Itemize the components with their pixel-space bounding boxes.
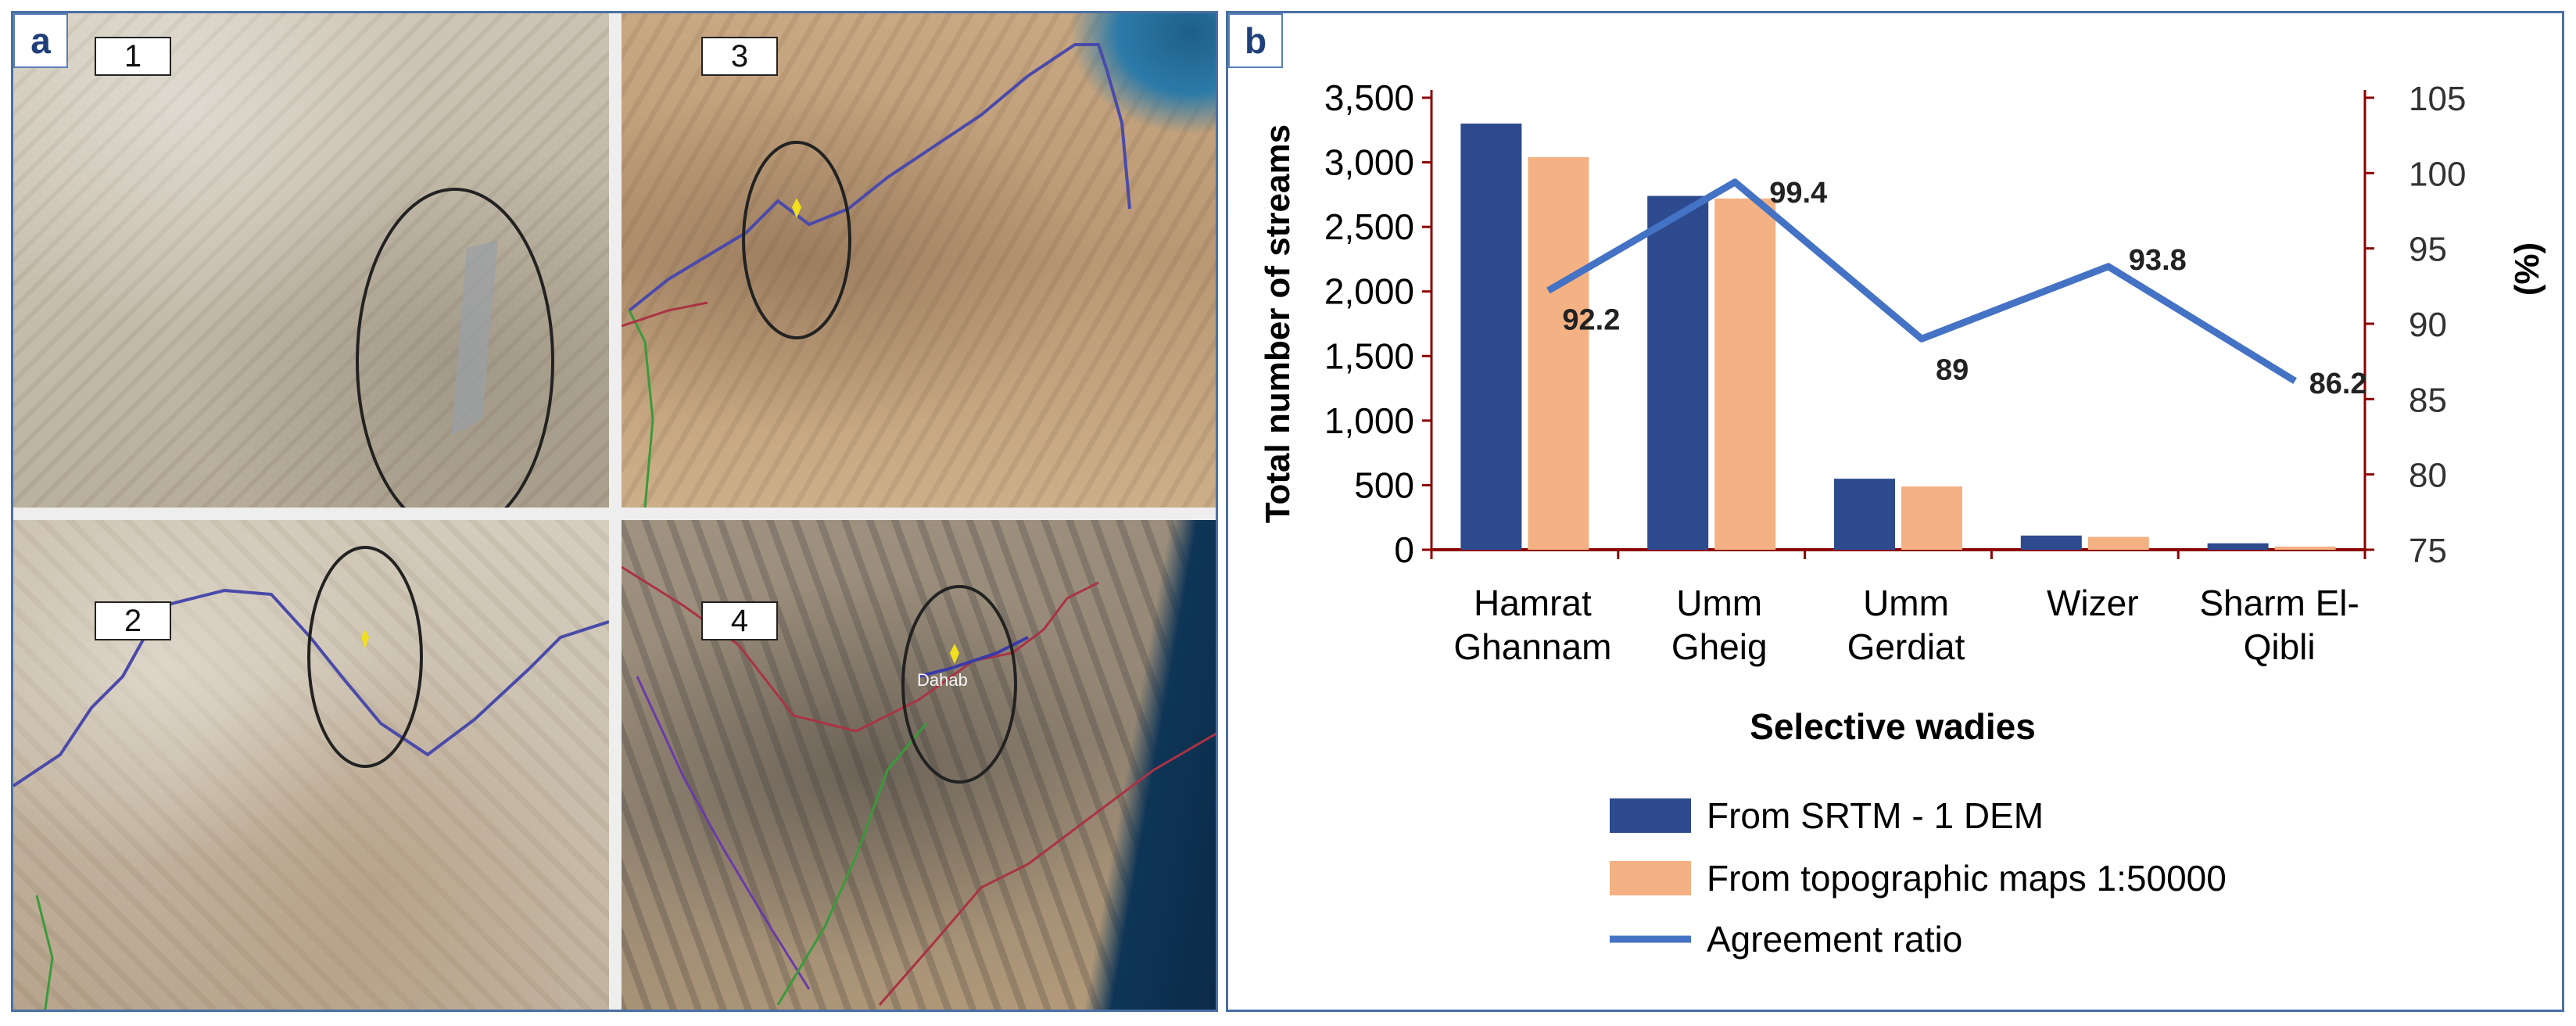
tile-4-number: 4 — [701, 601, 778, 640]
stream-line — [628, 43, 1131, 312]
bar-topo — [1528, 156, 1589, 551]
runway-feature — [451, 240, 498, 436]
y2-tick-label: 100 — [2409, 155, 2466, 193]
panel-a-label: a — [13, 13, 68, 68]
satellite-tile-1 — [13, 13, 609, 508]
x-category-label: Umm — [1676, 583, 1762, 623]
place-label: Dahab — [917, 670, 968, 690]
x-category-label: Hamrat — [1474, 583, 1592, 623]
x-category-label: Wizer — [2047, 583, 2139, 623]
y2-axis-title: (%) — [2508, 242, 2546, 296]
tile-divider-vertical — [609, 13, 622, 1010]
data-label: 89 — [1936, 353, 1969, 386]
y-tick-label: 2,000 — [1324, 271, 1414, 312]
x-category-label: Gheig — [1671, 626, 1768, 667]
highlight-ellipse-1 — [356, 188, 554, 508]
data-label: 92.2 — [1562, 304, 1620, 337]
tile-2-overlay — [13, 546, 609, 1010]
panel-b-label: b — [1228, 13, 1283, 68]
x-category-label: Gerdiat — [1847, 626, 1965, 667]
tile-2-number: 2 — [95, 601, 171, 640]
y2-tick-label: 105 — [2409, 80, 2466, 118]
stream-line-purple — [636, 676, 811, 990]
legend-swatch-srtm — [1610, 798, 1691, 833]
y2-tick-label: 75 — [2409, 532, 2447, 570]
location-pin — [361, 630, 369, 649]
stream-comparison-chart: 0 500 1,000 1,500 2,000 2,500 3,000 3,500 75 80 85… — [1259, 77, 2546, 960]
stream-line-green — [628, 310, 654, 508]
x-category-label: Ghannam — [1453, 626, 1611, 667]
y-tick-label: 500 — [1354, 465, 1414, 505]
stream-line-red-2 — [878, 732, 1216, 1006]
satellite-image-panel: Dahab a 1 2 3 4 — [11, 11, 1218, 1012]
y-tick-label: 3,000 — [1324, 142, 1414, 183]
bar-srtm — [2020, 535, 2082, 550]
bar-topo — [1901, 486, 1962, 550]
stream-line-green — [35, 895, 54, 1010]
x-category-label: Qibli — [2244, 626, 2316, 667]
location-pin — [950, 644, 959, 664]
chart-panel: b 0 500 1,000 1,500 2,000 2,500 3,000 3,500 75 80… — [1226, 11, 2564, 1012]
highlight-ellipse-3 — [742, 141, 851, 339]
bar-topo — [2274, 546, 2336, 550]
agreement-ratio-line — [1546, 178, 2297, 385]
y-tick-label: 2,500 — [1324, 206, 1414, 247]
bar-srtm — [1834, 479, 1895, 550]
bar-topo — [1714, 198, 1776, 550]
satellite-tile-2 — [13, 520, 609, 1010]
tile-3-overlay — [622, 43, 1131, 508]
y2-tick-label: 80 — [2409, 457, 2447, 495]
y-tick-label: 0 — [1394, 529, 1414, 570]
x-category-label: Sharm El- — [2199, 583, 2359, 623]
y2-tick-label: 95 — [2409, 231, 2447, 269]
data-label: 99.4 — [1769, 177, 1827, 210]
y-axis-title: Total number of streams — [1259, 124, 1297, 523]
x-axis-title: Selective wadies — [1750, 706, 2036, 747]
y-tick-label: 1,000 — [1324, 400, 1414, 441]
data-label: 93.8 — [2129, 244, 2187, 277]
tile-1-overlay — [356, 188, 554, 508]
bar-srtm — [2207, 543, 2269, 550]
highlight-ellipse-2 — [307, 546, 423, 768]
data-label: 86.2 — [2309, 368, 2367, 400]
legend-swatch-topo — [1610, 861, 1691, 895]
highlight-ellipse-4 — [901, 585, 1017, 784]
legend-label: From SRTM - 1 DEM — [1707, 795, 2044, 836]
x-category-label: Umm — [1863, 583, 1949, 623]
stream-line-red — [622, 301, 708, 328]
legend-label: Agreement ratio — [1707, 919, 1962, 960]
y2-tick-label: 85 — [2409, 381, 2447, 419]
stream-line-red — [622, 565, 1099, 733]
stream-line-green — [776, 723, 928, 1006]
bar-topo — [2087, 536, 2149, 550]
y-tick-label: 3,500 — [1324, 77, 1414, 118]
y2-tick-label: 90 — [2409, 306, 2447, 344]
bar-srtm — [1460, 124, 1522, 550]
satellite-tile-4: Dahab — [622, 520, 1216, 1010]
tile-1-number: 1 — [95, 37, 171, 76]
legend-label: From topographic maps 1:50000 — [1707, 858, 2227, 899]
satellite-tile-3 — [622, 13, 1216, 508]
location-pin — [792, 198, 801, 218]
tile-3-number: 3 — [701, 37, 778, 76]
tile-4-overlay: Dahab — [622, 565, 1216, 1006]
bar-srtm — [1647, 196, 1709, 550]
y-tick-label: 1,500 — [1324, 335, 1414, 376]
stream-line-blue — [918, 636, 1029, 678]
